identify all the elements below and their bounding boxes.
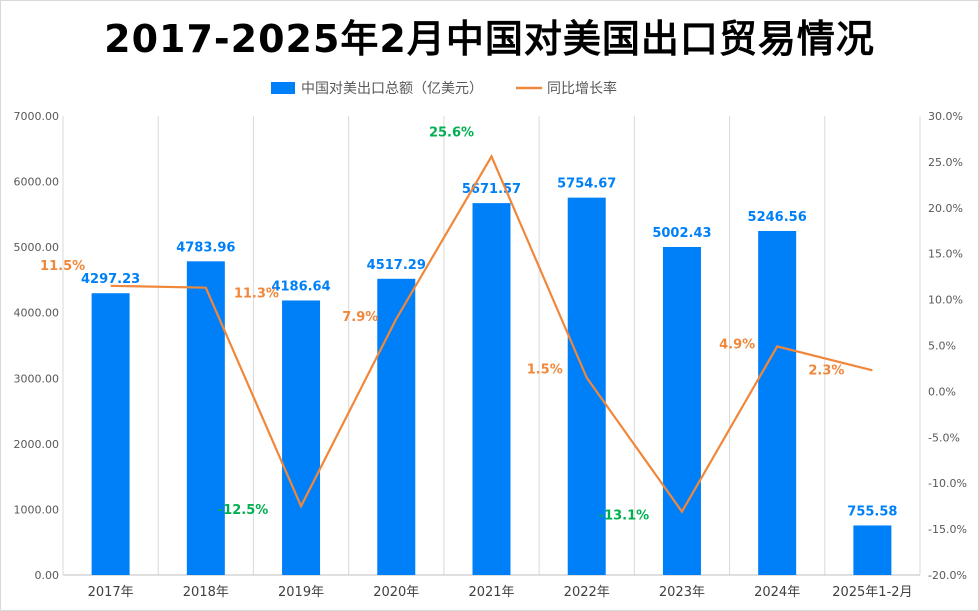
left-tick-label: 0.00 [35, 569, 60, 582]
bar-value-label: 4517.29 [367, 258, 426, 273]
right-tick-label: -20.0% [928, 569, 967, 582]
bar-value-label: 4186.64 [271, 279, 330, 294]
x-tick-label: 2017年 [88, 585, 134, 600]
x-tick-label: 2023年 [659, 585, 705, 600]
bar [91, 293, 130, 575]
right-tick-label: 0.0% [928, 385, 956, 398]
growth-rate-line [110, 153, 873, 514]
rate-value-label: 1.5% [527, 363, 563, 378]
rate-value-label: 25.6% [429, 125, 474, 140]
left-tick-label: 7000.00 [14, 110, 60, 123]
x-tick-label: 2018年 [183, 585, 229, 600]
bar [377, 278, 416, 575]
bar [472, 203, 511, 575]
rate-value-label: -12.5% [218, 503, 269, 518]
left-tick-label: 3000.00 [14, 372, 60, 385]
left-tick-label: 6000.00 [14, 176, 60, 189]
right-tick-label: 20.0% [928, 202, 963, 215]
bar [853, 525, 892, 575]
rate-value-label: 11.3% [234, 287, 279, 302]
bar-value-label: 5246.56 [748, 210, 807, 225]
right-tick-label: 25.0% [928, 156, 963, 169]
x-tick-label: 2019年 [278, 585, 324, 600]
bar-value-label: 755.58 [847, 504, 897, 519]
bar-value-label: 4297.23 [81, 272, 140, 287]
rate-value-label: -13.1% [599, 509, 650, 524]
x-tick-label: 2022年 [564, 585, 610, 600]
x-tick-label: 2020年 [373, 585, 419, 600]
right-tick-label: 5.0% [928, 340, 956, 353]
left-tick-label: 5000.00 [14, 241, 60, 254]
legend-bar-label: 中国对美出口总额（亿美元） [301, 81, 483, 97]
x-tick-label: 2021年 [468, 585, 514, 600]
bar-value-label: 5002.43 [652, 226, 711, 241]
right-tick-label: 10.0% [928, 294, 963, 307]
bar-value-label: 5754.67 [557, 177, 616, 192]
chart-title: 2017-2025年2月中国对美国出口贸易情况 [104, 17, 875, 61]
rate-value-label: 11.5% [40, 259, 85, 274]
right-tick-label: -15.0% [928, 523, 967, 536]
rate-value-label: 7.9% [342, 310, 378, 325]
x-tick-label: 2024年 [754, 585, 800, 600]
bar [758, 230, 797, 575]
bar-value-label: 4783.96 [176, 240, 235, 255]
bar [662, 246, 701, 575]
left-tick-label: 1000.00 [14, 503, 60, 516]
legend-bar-swatch [271, 82, 295, 94]
right-tick-label: 30.0% [928, 110, 963, 123]
left-tick-label: 4000.00 [14, 307, 60, 320]
bar [567, 197, 606, 575]
bar [282, 300, 321, 575]
left-tick-label: 2000.00 [14, 438, 60, 451]
right-tick-label: -10.0% [928, 477, 967, 490]
rate-value-label: 2.3% [808, 363, 844, 378]
rate-value-label: 4.9% [719, 337, 755, 352]
right-tick-label: 15.0% [928, 248, 963, 261]
bar [186, 261, 225, 575]
x-tick-label: 2025年1-2月 [832, 585, 912, 600]
legend-line-label: 同比增长率 [547, 80, 617, 97]
right-tick-label: -5.0% [928, 431, 960, 444]
